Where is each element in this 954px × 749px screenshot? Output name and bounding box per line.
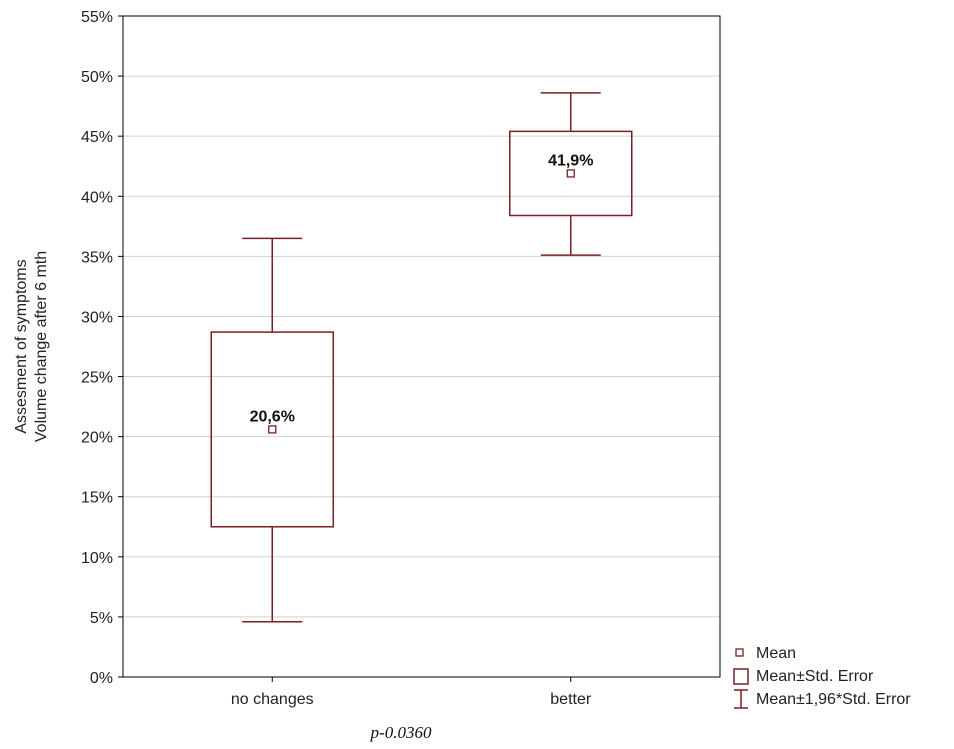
y-axis-ticks: 0% 5% 10% 15% 20% 25% 30% 35% 40% 45% 50% 55% (81, 9, 123, 687)
y-tick-label: 45% (81, 129, 113, 146)
mean-data-label: 20,6% (250, 408, 295, 425)
x-category-label: better (550, 691, 592, 708)
y-tick-label: 25% (81, 370, 113, 387)
y-tick-label: 10% (81, 550, 113, 567)
legend-entry-ci: Mean±1,96*Std. Error (756, 691, 911, 708)
legend-entry-mean: Mean (756, 645, 796, 662)
gridlines (123, 75, 720, 618)
box-group: 20,6% no changes (210, 237, 334, 708)
std-error-box (509, 130, 633, 217)
box-groups: 20,6% no changes 41,9% better (210, 92, 633, 708)
mean-marker (566, 169, 575, 178)
legend-entry-std-error: Mean±Std. Error (756, 668, 874, 685)
y-tick-label: 50% (81, 69, 113, 86)
y-tick-label: 30% (81, 309, 113, 326)
legend-mean-marker (735, 648, 744, 657)
y-tick-label: 15% (81, 490, 113, 507)
y-tick-label: 20% (81, 430, 113, 447)
y-tick-label: 35% (81, 249, 113, 266)
mean-data-label: 41,9% (548, 152, 593, 169)
mean-marker (268, 425, 277, 434)
y-tick-label: 40% (81, 189, 113, 206)
p-value-annotation: p-0.0360 (370, 723, 432, 742)
plot-frame (122, 15, 721, 678)
std-error-box (210, 331, 334, 528)
y-axis-title-line-2: Volume change after 6 mth (33, 251, 50, 442)
y-axis-title: Assesment of symptoms Volume change afte… (13, 251, 50, 442)
legend: Mean Mean±Std. Error Mean±1,96*Std. Erro… (733, 645, 911, 709)
box-group: 41,9% better (509, 92, 633, 708)
x-category-label: no changes (231, 691, 314, 708)
legend-ci-marker (734, 689, 748, 709)
y-tick-label: 5% (90, 610, 113, 627)
legend-se-marker (733, 668, 749, 685)
y-tick-label: 0% (90, 670, 113, 687)
y-tick-label: 55% (81, 9, 113, 26)
y-axis-title-line-1: Assesment of symptoms (13, 259, 30, 433)
